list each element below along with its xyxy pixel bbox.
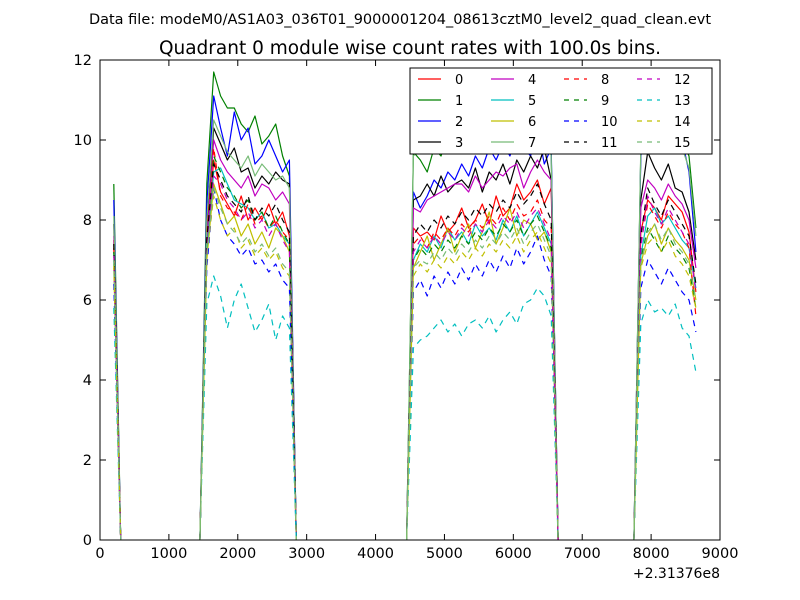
legend-label-9: 9: [601, 94, 609, 109]
series-3-line-segment-3: [406, 147, 559, 541]
series-4-line-segment-3: [406, 159, 559, 541]
series-14-line-segment-4: [633, 235, 697, 541]
legend-label-8: 8: [601, 73, 609, 88]
series-14-line-segment-1: [113, 263, 122, 541]
legend-label-7: 7: [528, 136, 536, 151]
series-13-line-segment-4: [633, 299, 697, 541]
x-tick-label-2000: 2000: [219, 546, 256, 562]
legend-label-15: 15: [674, 136, 691, 151]
series-4-line-segment-2: [199, 139, 297, 541]
legend-label-5: 5: [528, 94, 536, 109]
legend-label-1: 1: [455, 94, 463, 109]
series-10-line-segment-2: [199, 187, 297, 541]
y-tick-label-2: 2: [83, 453, 92, 469]
series-1-line-segment-3: [406, 111, 559, 541]
x-tick-label-9000: 9000: [702, 546, 739, 562]
x-axis: 0 1000 2000 3000 4000 5000 6000 7000 8000 9000: [95, 60, 738, 562]
series-15-line-segment-4: [633, 223, 697, 541]
series-14-line-segment-2: [199, 195, 297, 541]
series-5-line-segment-4: [633, 207, 697, 541]
legend-label-3: 3: [455, 136, 463, 151]
series-8-line-segment-2: [199, 147, 297, 541]
series-15-line-segment-3: [406, 223, 559, 541]
series-15-line-segment-2: [199, 187, 297, 541]
series-13-line-segment-3: [406, 287, 559, 541]
legend-label-4: 4: [528, 73, 536, 88]
series-12-line-segment-4: [633, 195, 697, 541]
legend-label-6: 6: [528, 115, 536, 130]
x-tick-label-8000: 8000: [633, 546, 670, 562]
legend-label-14: 14: [674, 115, 691, 130]
legend-label-11: 11: [601, 136, 618, 151]
series-10-line-segment-3: [406, 235, 559, 541]
series-7-line-segment-3: [406, 103, 559, 541]
legend-label-12: 12: [674, 73, 691, 88]
series-7-line-segment-2: [199, 119, 297, 541]
y-tick-label-8: 8: [83, 213, 92, 229]
series-1-line-segment-2: [199, 71, 297, 541]
x-axis-offset-label: +2.31376e8: [633, 566, 720, 582]
series-9-line-segment-2: [199, 155, 297, 541]
series-12-line-segment-2: [199, 175, 297, 541]
y-tick-label-4: 4: [83, 373, 92, 389]
series-11-line-segment-3: [406, 183, 559, 541]
legend-label-13: 13: [674, 94, 691, 109]
y-tick-label-6: 6: [83, 293, 92, 309]
y-tick-label-0: 0: [83, 533, 92, 549]
x-tick-label-1000: 1000: [150, 546, 187, 562]
series-2-line-segment-2: [199, 95, 297, 541]
x-tick-label-3000: 3000: [288, 546, 325, 562]
series-13-line-segment-1: [113, 307, 122, 541]
series-0-line-segment-2: [199, 159, 297, 541]
x-tick-label-4000: 4000: [357, 546, 394, 562]
x-tick-label-6000: 6000: [495, 546, 532, 562]
series-12-line-segment-3: [406, 207, 559, 541]
legend-label-10: 10: [601, 115, 618, 130]
series-8-line-segment-3: [406, 199, 559, 541]
series-0-line-segment-4: [633, 195, 697, 541]
series-4-line-segment-4: [633, 179, 697, 541]
y-tick-label-12: 12: [74, 53, 92, 69]
y-tick-label-10: 10: [74, 133, 92, 149]
series-3-line-segment-4: [633, 151, 697, 541]
series-5-line-segment-3: [406, 211, 559, 541]
x-tick-label-5000: 5000: [426, 546, 463, 562]
series-6-line-segment-3: [406, 207, 559, 541]
series-10-line-segment-4: [633, 259, 697, 541]
series-9-line-segment-3: [406, 215, 559, 541]
series-1-line-segment-4: [633, 99, 697, 541]
series-13-line-segment-2: [199, 275, 297, 541]
series-5-line-segment-2: [199, 167, 297, 541]
series-9-line-segment-4: [633, 227, 697, 541]
series-15-line-segment-1: [113, 259, 122, 541]
legend-label-2: 2: [455, 115, 463, 130]
legend-label-0: 0: [455, 73, 463, 88]
series-14-line-segment-3: [406, 231, 559, 541]
x-tick-label-7000: 7000: [564, 546, 601, 562]
series-6-line-segment-2: [199, 183, 297, 541]
chart-title: Quadrant 0 module wise count rates with …: [159, 38, 661, 59]
legend-frame: [409, 67, 713, 155]
x-tick-label-0: 0: [95, 546, 104, 562]
chart-suptitle: Data file: modeM0/AS1A03_036T01_90000012…: [89, 12, 711, 28]
